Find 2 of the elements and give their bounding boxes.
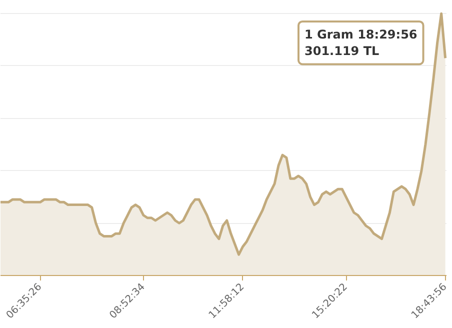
annotation: 1 Gram 18:29:56 — [304, 27, 418, 42]
annotation: 301.119 TL — [304, 44, 380, 58]
